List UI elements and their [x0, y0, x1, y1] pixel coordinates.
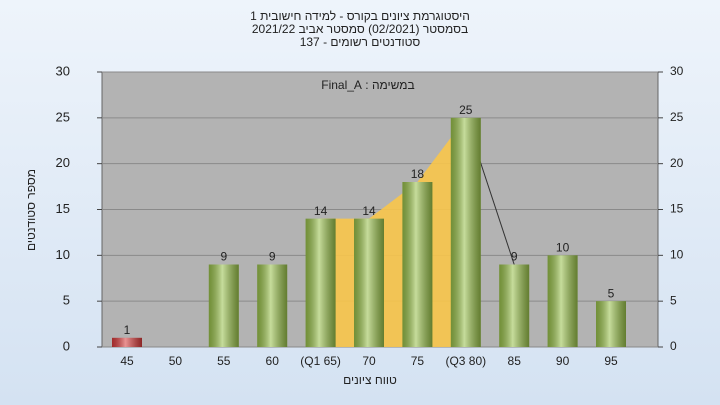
value-label: 5 — [608, 286, 615, 300]
annotation: במשימה : Final_A — [321, 78, 414, 92]
y-tick-label: 25 — [56, 109, 70, 124]
bar-shine — [112, 337, 142, 347]
x-tick-label: 50 — [169, 354, 183, 368]
x-tick-label: 55 — [217, 354, 231, 368]
x-tick-label: (Q3 80) — [445, 354, 486, 368]
y-tick-label: 10 — [56, 247, 70, 262]
bar-shine — [257, 264, 288, 347]
y-tick-label: 20 — [56, 155, 70, 170]
bar-shine — [450, 117, 481, 347]
y-tick-label: 15 — [56, 201, 70, 216]
value-label: 25 — [459, 103, 473, 117]
x-tick-label: 45 — [120, 354, 134, 368]
value-label: 10 — [556, 241, 570, 255]
y2-tick-label: 20 — [670, 156, 684, 170]
x-tick-label: 85 — [508, 354, 522, 368]
y2-tick-label: 30 — [670, 64, 684, 78]
x-axis-label: טווח ציונים — [343, 373, 397, 387]
chart-subtitle: בסמסטר (02/2021) סמסטר אביב 2021/22 — [252, 22, 468, 36]
y2-tick-label: 15 — [670, 202, 684, 216]
chart-title: היסטוגרמת ציונים בקורס - למידה חישובית 1 — [250, 9, 470, 23]
x-tick-label: 95 — [604, 354, 618, 368]
x-tick-label: (Q1 65) — [300, 354, 341, 368]
bar-shine — [305, 218, 336, 347]
y2-tick-label: 5 — [670, 293, 677, 307]
y-tick-label: 30 — [56, 63, 70, 78]
y2-tick-label: 10 — [670, 248, 684, 262]
value-label: 9 — [269, 250, 276, 264]
bar-shine — [547, 255, 578, 347]
y2-tick-label: 25 — [670, 110, 684, 124]
y-tick-label: 5 — [63, 293, 70, 308]
y2-tick-label: 0 — [670, 339, 677, 353]
y-axis-label: מספר סטודנטים — [24, 169, 38, 251]
bar-shine — [499, 264, 530, 347]
value-label: 9 — [511, 250, 518, 264]
value-label: 18 — [411, 167, 425, 181]
x-tick-label: 70 — [362, 354, 376, 368]
bar-shine — [354, 218, 384, 347]
value-label: 9 — [220, 250, 227, 264]
chart-subtitle: סטודנטים רשומים - 137 — [300, 35, 421, 49]
value-label: 14 — [314, 204, 328, 218]
value-label: 1 — [124, 323, 131, 337]
x-tick-label: 60 — [266, 354, 280, 368]
bar-shine — [596, 301, 626, 347]
value-label: 14 — [362, 204, 376, 218]
bar-shine — [208, 264, 239, 347]
x-tick-label: 75 — [411, 354, 425, 368]
y-tick-label: 0 — [63, 338, 70, 353]
x-tick-label: 90 — [556, 354, 570, 368]
bar-shine — [402, 182, 433, 347]
